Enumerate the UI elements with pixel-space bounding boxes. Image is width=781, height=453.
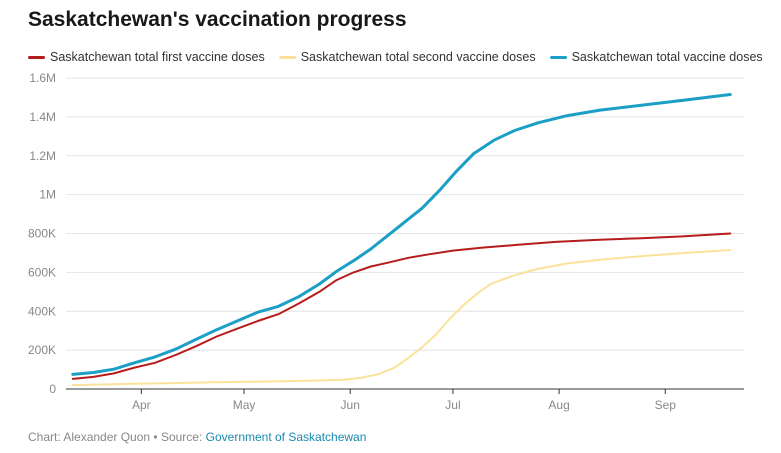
y-tick-label: 400K bbox=[28, 304, 56, 318]
legend-item-total-doses: Saskatchewan total vaccine doses bbox=[549, 50, 763, 64]
x-tick-label: Apr bbox=[132, 398, 151, 412]
line-chart: 0 200K 400K 600K 800K 1M 1.2M 1.4M 1.6M Apr May Jun… bbox=[28, 71, 744, 412]
x-tick-label: Jun bbox=[341, 398, 360, 412]
x-tick-label: Jul bbox=[445, 398, 460, 412]
x-tick-label: Aug bbox=[548, 398, 569, 412]
x-tick-label: Sep bbox=[655, 398, 677, 412]
legend-swatch-first-doses bbox=[28, 55, 45, 59]
source-link[interactable]: Government of Saskatchewan bbox=[205, 430, 367, 444]
series-line-second-doses bbox=[71, 249, 732, 387]
y-tick-label: 1.4M bbox=[29, 110, 56, 124]
legend-label-total-doses: Saskatchewan total vaccine doses bbox=[571, 50, 763, 64]
y-tick-label: 0 bbox=[49, 382, 56, 396]
legend: Saskatchewan total first vaccine doses S… bbox=[28, 50, 763, 64]
legend-label-second-doses: Saskatchewan total second vaccine doses bbox=[300, 50, 536, 64]
series-line-first-doses bbox=[71, 232, 732, 380]
y-tick-label: 1M bbox=[39, 188, 56, 202]
y-tick-label: 800K bbox=[28, 227, 56, 241]
legend-swatch-total-doses bbox=[549, 55, 567, 59]
x-tick-label: May bbox=[233, 398, 256, 412]
legend-swatch-second-doses bbox=[278, 55, 296, 59]
y-tick-label: 1.6M bbox=[29, 71, 56, 85]
chart-footer: Chart: Alexander Quon • Source: Governme… bbox=[28, 430, 366, 444]
legend-item-first-doses: Saskatchewan total first vaccine doses bbox=[28, 50, 265, 64]
series-line-total-doses bbox=[71, 93, 732, 376]
legend-label-first-doses: Saskatchewan total first vaccine doses bbox=[50, 50, 265, 64]
y-tick-label: 600K bbox=[28, 265, 56, 279]
chart-title: Saskatchewan's vaccination progress bbox=[28, 8, 407, 31]
y-tick-label: 200K bbox=[28, 343, 56, 357]
chart-credit: Chart: Alexander Quon • Source: bbox=[28, 430, 206, 444]
y-tick-label: 1.2M bbox=[29, 149, 56, 163]
legend-item-second-doses: Saskatchewan total second vaccine doses bbox=[278, 50, 536, 64]
